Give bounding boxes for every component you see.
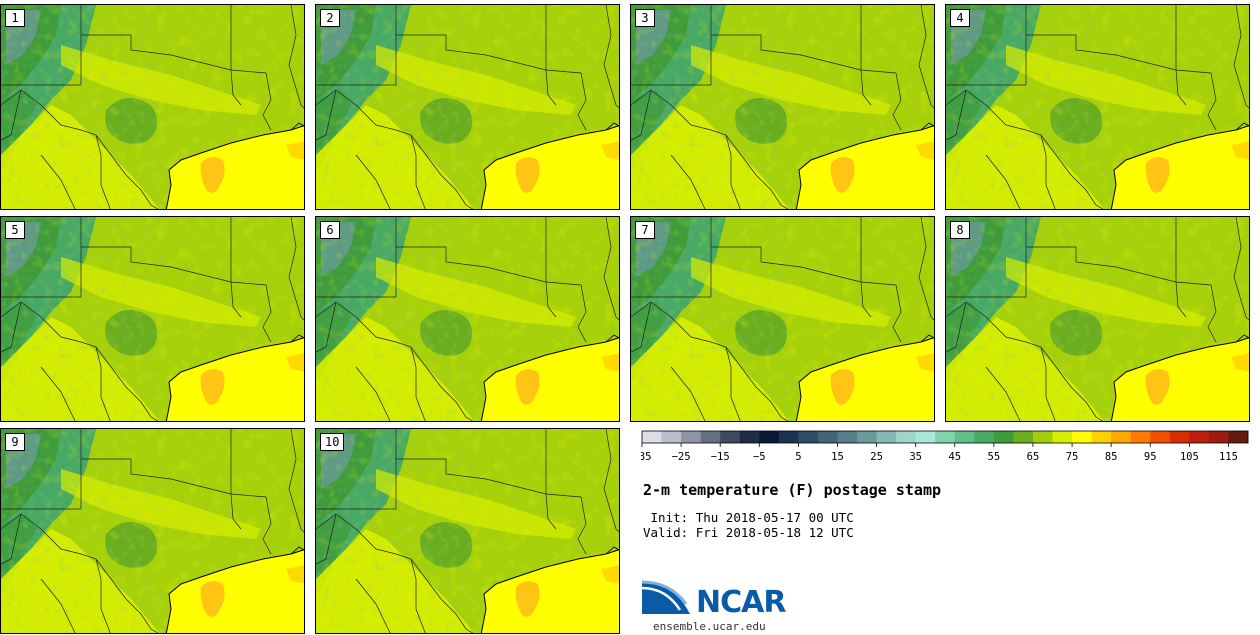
colorbar-tick-label: 75 bbox=[1066, 451, 1079, 463]
colorbar-tick-label: 85 bbox=[1105, 451, 1118, 463]
colorbar-tick-label: −25 bbox=[672, 451, 691, 463]
member-label: 4 bbox=[950, 9, 970, 27]
temperature-map bbox=[1, 217, 305, 422]
valid-time: Valid: Fri 2018-05-18 12 UTC bbox=[643, 525, 854, 540]
colorbar-tick-label: 55 bbox=[988, 451, 1001, 463]
colorbar-swatch bbox=[1111, 431, 1132, 443]
init-value: Thu 2018-05-17 00 UTC bbox=[695, 510, 854, 525]
colorbar-swatch bbox=[778, 431, 799, 443]
temperature-map bbox=[1, 429, 305, 634]
colorbar-tick-label: −5 bbox=[753, 451, 766, 463]
colorbar-swatch bbox=[1091, 431, 1112, 443]
colorbar-swatch bbox=[857, 431, 877, 443]
colorbar-border bbox=[641, 430, 1249, 444]
colorbar-swatch bbox=[1052, 431, 1073, 443]
colorbar-swatch bbox=[896, 431, 916, 443]
temperature-map bbox=[316, 429, 620, 634]
colorbar-swatch bbox=[974, 431, 995, 443]
colorbar-tick-label: 95 bbox=[1144, 451, 1157, 463]
init-label: Init: bbox=[643, 510, 689, 525]
colorbar-swatch bbox=[642, 431, 662, 443]
colorbar-swatch bbox=[798, 431, 819, 443]
colorbar-swatch bbox=[993, 431, 1014, 443]
member-label: 10 bbox=[320, 433, 345, 451]
stamp-member-10: 10 bbox=[315, 428, 620, 634]
valid-value: Fri 2018-05-18 12 UTC bbox=[695, 525, 854, 540]
temperature-map bbox=[946, 5, 1250, 210]
stamp-member-5: 5 bbox=[0, 216, 305, 422]
member-label: 6 bbox=[320, 221, 340, 239]
temperature-colorbar: −35 −25 −15 −5 5 15 25 35 45 55 65 75 85 95 105 115 bbox=[641, 430, 1249, 463]
colorbar-swatch bbox=[1130, 431, 1151, 443]
colorbar-swatch bbox=[837, 431, 858, 443]
temperature-map bbox=[946, 217, 1250, 422]
valid-label: Valid: bbox=[643, 525, 689, 540]
temperature-map bbox=[631, 5, 935, 210]
colorbar-swatch bbox=[915, 431, 936, 443]
colorbar-tick-label: 45 bbox=[948, 451, 961, 463]
colorbar-tick-label: 35 bbox=[909, 451, 922, 463]
stamp-member-1: 1 bbox=[0, 4, 305, 210]
colorbar-tick-label: 25 bbox=[870, 451, 883, 463]
colorbar-swatch bbox=[1013, 431, 1034, 443]
colorbar-tick-label: 115 bbox=[1219, 451, 1238, 463]
colorbar-swatch bbox=[1150, 431, 1171, 443]
website-url: ensemble.ucar.edu bbox=[653, 620, 766, 633]
colorbar-swatch bbox=[817, 431, 838, 443]
member-label: 2 bbox=[320, 9, 340, 27]
stamp-member-6: 6 bbox=[315, 216, 620, 422]
stamp-member-8: 8 bbox=[945, 216, 1250, 422]
colorbar-tick-label: 15 bbox=[831, 451, 844, 463]
colorbar-swatch bbox=[759, 431, 780, 443]
colorbar-tick-label: −35 bbox=[641, 451, 651, 463]
colorbar-swatch bbox=[1072, 431, 1092, 443]
colorbar-swatch bbox=[700, 431, 721, 443]
stamp-member-4: 4 bbox=[945, 4, 1250, 210]
member-label: 8 bbox=[950, 221, 970, 239]
member-label: 1 bbox=[5, 9, 25, 27]
colorbar-swatch bbox=[935, 431, 956, 443]
ncar-logo-icon bbox=[642, 580, 690, 614]
colorbar-tick-label: 105 bbox=[1180, 451, 1199, 463]
init-time: Init: Thu 2018-05-17 00 UTC bbox=[643, 510, 854, 525]
colorbar-swatch bbox=[720, 431, 741, 443]
member-label: 3 bbox=[635, 9, 655, 27]
stamp-member-2: 2 bbox=[315, 4, 620, 210]
product-title: 2-m temperature (F) postage stamp bbox=[643, 481, 942, 499]
stamp-member-3: 3 bbox=[630, 4, 935, 210]
colorbar-swatch bbox=[1169, 431, 1190, 443]
temperature-map bbox=[1, 5, 305, 210]
temperature-map bbox=[316, 5, 620, 210]
colorbar-swatch bbox=[681, 431, 701, 443]
member-label: 9 bbox=[5, 433, 25, 451]
member-label: 5 bbox=[5, 221, 25, 239]
stamp-member-9: 9 bbox=[0, 428, 305, 634]
colorbar-tick-label: −15 bbox=[711, 451, 730, 463]
temperature-map bbox=[316, 217, 620, 422]
colorbar-swatch bbox=[739, 431, 760, 443]
colorbar-swatch bbox=[661, 431, 682, 443]
colorbar-swatch bbox=[1189, 431, 1210, 443]
colorbar-tick-label: 65 bbox=[1027, 451, 1040, 463]
member-label: 7 bbox=[635, 221, 655, 239]
colorbar-swatch bbox=[1228, 431, 1249, 443]
colorbar-swatch bbox=[1032, 431, 1053, 443]
colorbar-swatch bbox=[954, 431, 975, 443]
colorbar-tick-label: 5 bbox=[795, 451, 801, 463]
stamp-member-7: 7 bbox=[630, 216, 935, 422]
colorbar-swatch bbox=[876, 431, 897, 443]
ncar-wordmark: NCAR bbox=[696, 585, 786, 620]
temperature-map bbox=[631, 217, 935, 422]
colorbar-swatch bbox=[1208, 431, 1229, 443]
